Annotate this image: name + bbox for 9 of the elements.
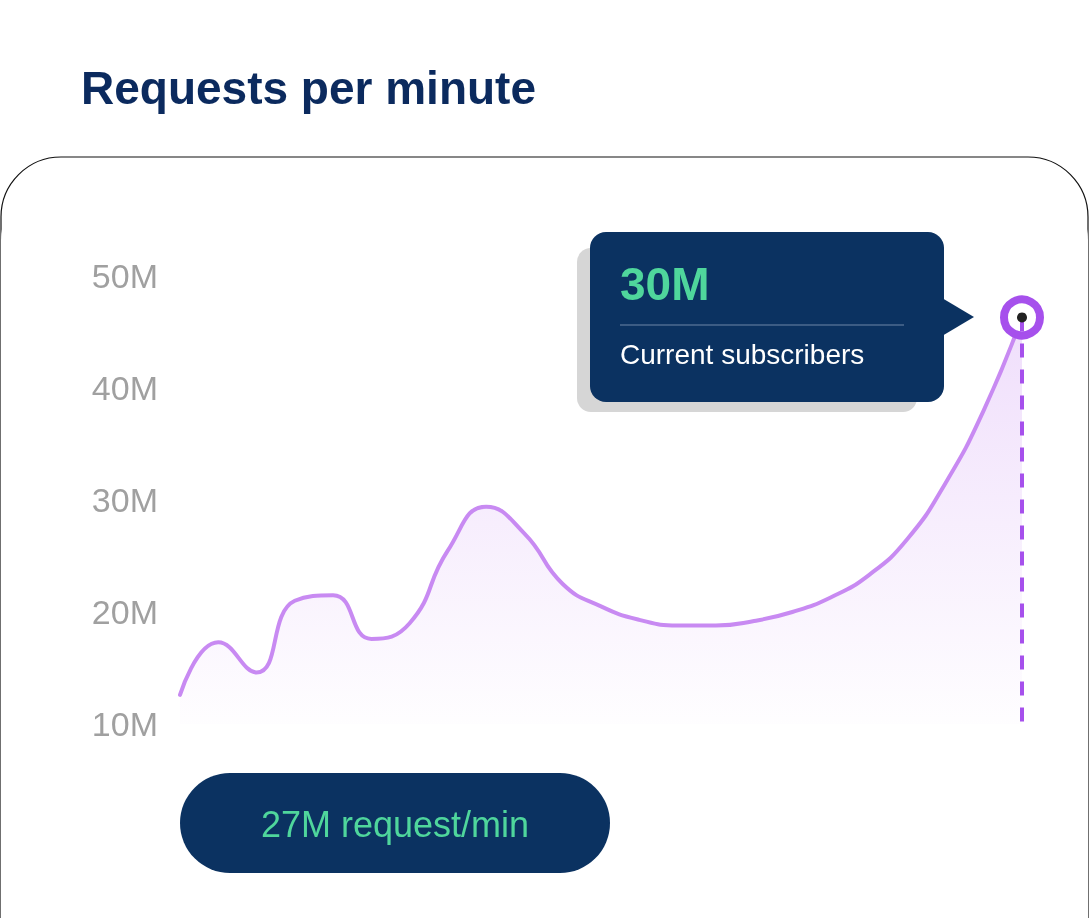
y-tick-label: 40M <box>91 369 158 407</box>
annotation: Current subscribers <box>620 338 865 370</box>
text: 27M request/min <box>260 803 530 845</box>
annotation: 30M <box>620 258 710 310</box>
y-tick-label: 20M <box>91 593 158 631</box>
y-tick-label: 10M <box>91 705 158 743</box>
y-tick-label: 50M <box>91 257 158 295</box>
chart-title: Requests per minute <box>81 62 536 114</box>
y-tick-label: 30M <box>91 481 158 519</box>
